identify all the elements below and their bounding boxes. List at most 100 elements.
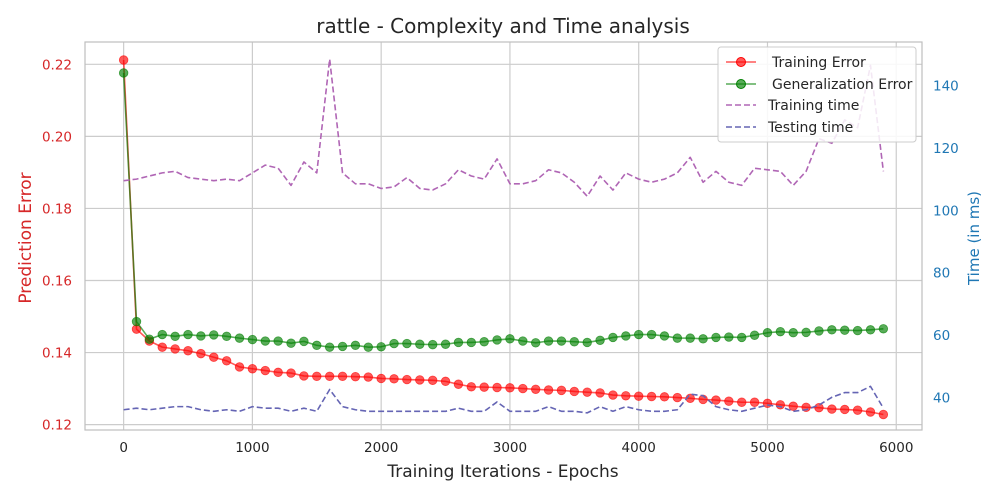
legend-label-training-error: Training Error [771, 55, 866, 71]
y-left-tick-label: 0.12 [42, 418, 72, 434]
y-right-tick-label: 100 [933, 203, 959, 219]
legend: Training Error Generalization Error Trai… [717, 46, 917, 143]
data-point-training-error [299, 371, 309, 381]
data-point-generalization-error [170, 331, 180, 342]
grid [85, 42, 922, 430]
y-right-tick-label: 80 [933, 266, 950, 282]
x-tick-label: 5000 [750, 440, 784, 456]
y-left-tick-label: 0.18 [42, 201, 72, 217]
data-point-generalization-error [775, 326, 786, 337]
data-point-generalization-error [659, 331, 670, 341]
data-point-training-error [157, 342, 167, 352]
data-point-training-error [737, 397, 747, 407]
data-point-generalization-error [183, 329, 193, 340]
series-line-testing-time [123, 385, 885, 414]
data-point-training-error [788, 401, 798, 411]
data-point-training-error [814, 402, 824, 413]
data-point-generalization-error [466, 337, 477, 348]
data-point-generalization-error [453, 337, 464, 348]
series-layer [118, 55, 889, 420]
x-tick-label: 3000 [493, 440, 527, 456]
data-point-training-error [518, 383, 528, 394]
data-point-generalization-error [672, 333, 683, 343]
data-point-generalization-error [543, 336, 554, 346]
x-tick-label: 2000 [364, 440, 398, 456]
data-point-training-error [170, 344, 180, 354]
data-point-training-error [363, 372, 373, 382]
data-point-training-error [479, 382, 489, 392]
data-point-generalization-error [312, 340, 322, 351]
data-point-training-error [749, 397, 760, 407]
data-point-training-error [724, 396, 734, 406]
y-axis-right-label: Time (in ms) [965, 191, 983, 286]
data-point-generalization-error [415, 339, 425, 349]
data-point-generalization-error [505, 334, 515, 344]
data-point-generalization-error [698, 334, 708, 344]
data-point-generalization-error [840, 325, 850, 335]
plot-frame [84, 41, 923, 431]
data-point-training-error [827, 404, 837, 414]
data-point-generalization-error [376, 342, 386, 352]
y-axis-left-label: Prediction Error [16, 172, 36, 303]
data-point-training-error [196, 348, 206, 359]
data-point-training-error [312, 371, 322, 382]
data-point-generalization-error [762, 328, 773, 338]
data-point-generalization-error [556, 336, 567, 346]
data-point-generalization-error [852, 325, 863, 336]
y-left-tick-label: 0.20 [42, 129, 72, 145]
data-point-training-error [608, 390, 618, 400]
legend-label-training-time: Training time [767, 98, 859, 114]
data-point-generalization-error [286, 338, 296, 348]
data-point-generalization-error [221, 331, 232, 342]
legend-label-generalization-error: Generalization Error [772, 77, 913, 93]
data-point-training-error [389, 374, 399, 384]
series-line-training-time [123, 58, 885, 198]
data-point-generalization-error [350, 340, 361, 351]
data-point-generalization-error [749, 330, 760, 340]
data-point-generalization-error [711, 332, 721, 343]
data-point-generalization-error [634, 329, 644, 340]
data-point-generalization-error [788, 328, 798, 338]
legend-box [717, 46, 917, 143]
data-point-generalization-error [737, 332, 747, 343]
data-point-generalization-error [427, 339, 438, 350]
data-point-training-error [621, 391, 631, 401]
chart-title: rattle - Complexity and Time analysis [316, 14, 690, 38]
data-point-generalization-error [299, 336, 309, 347]
y-left-tick-label: 0.14 [42, 346, 72, 362]
data-point-training-error [865, 407, 876, 417]
data-point-training-error [530, 384, 541, 394]
y-left-tick-label: 0.22 [42, 57, 72, 73]
data-point-generalization-error [234, 333, 245, 343]
data-point-training-error [234, 362, 245, 372]
y-right-tick-label: 120 [933, 141, 959, 157]
data-point-training-error [878, 409, 889, 420]
data-point-generalization-error [479, 337, 489, 347]
x-tick-label: 0 [119, 440, 128, 456]
data-point-training-error [595, 388, 605, 398]
x-tick-label: 1000 [235, 440, 269, 456]
data-point-training-error [453, 379, 464, 389]
data-point-training-error [247, 364, 258, 374]
data-point-training-error [415, 375, 425, 385]
y-right-tick-label: 40 [933, 390, 950, 406]
data-point-generalization-error [865, 325, 876, 335]
data-point-generalization-error [518, 336, 528, 346]
data-point-generalization-error [582, 337, 592, 348]
y-right-tick-label: 60 [933, 328, 950, 344]
data-point-training-error [427, 375, 438, 385]
data-point-generalization-error [273, 336, 283, 346]
data-point-training-error [672, 392, 683, 403]
plot-border [84, 41, 923, 431]
data-point-training-error [376, 373, 386, 384]
data-point-training-error [286, 368, 296, 378]
data-point-generalization-error [492, 335, 502, 345]
data-point-training-error [118, 55, 129, 65]
data-point-generalization-error [209, 330, 219, 340]
data-point-training-error [466, 382, 477, 392]
data-point-generalization-error [440, 339, 451, 349]
data-point-training-error [543, 385, 554, 395]
data-point-generalization-error [247, 334, 258, 345]
data-point-training-error [775, 400, 786, 410]
